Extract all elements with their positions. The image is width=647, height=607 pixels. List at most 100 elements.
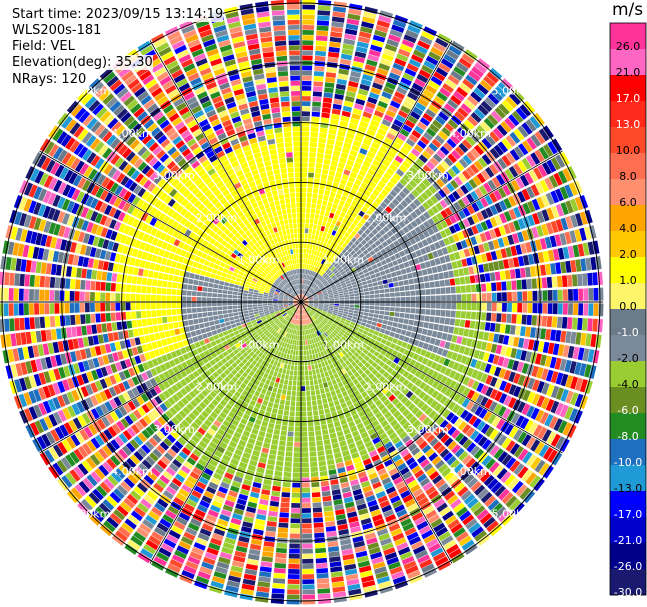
velocity-gate — [295, 406, 301, 412]
velocity-gate — [308, 304, 314, 307]
velocity-gate — [427, 368, 435, 377]
velocity-gate — [555, 154, 566, 168]
velocity-gate — [369, 348, 376, 354]
velocity-gate — [287, 436, 294, 442]
velocity-gate — [582, 318, 588, 331]
velocity-gate — [386, 359, 393, 366]
velocity-gate — [381, 241, 389, 248]
velocity-gate — [541, 223, 549, 236]
velocity-gate — [303, 303, 309, 306]
velocity-gate — [517, 125, 529, 138]
velocity-gate — [331, 379, 337, 385]
velocity-gate — [231, 323, 237, 329]
velocity-gate — [290, 349, 294, 355]
velocity-gate — [325, 449, 333, 455]
velocity-gate — [307, 177, 314, 183]
velocity-gate — [511, 280, 517, 290]
velocity-gate — [268, 510, 278, 517]
velocity-gate — [336, 244, 342, 251]
velocity-gate — [309, 218, 314, 224]
velocity-gate — [322, 327, 327, 332]
velocity-gate — [286, 369, 290, 375]
velocity-gate — [568, 303, 573, 315]
velocity-gate — [293, 447, 301, 452]
velocity-gate — [333, 336, 339, 342]
velocity-gate — [349, 307, 355, 311]
velocity-gate — [314, 420, 320, 426]
velocity-gate — [487, 93, 500, 105]
velocity-gate — [446, 262, 453, 270]
velocity-gate — [413, 320, 419, 327]
velocity-gate — [263, 479, 272, 486]
velocity-gate — [456, 61, 469, 73]
velocity-gate — [397, 359, 405, 367]
velocity-gate — [318, 215, 324, 221]
velocity-gate — [339, 295, 344, 298]
velocity-gate — [484, 230, 492, 241]
velocity-gate — [347, 13, 361, 21]
velocity-gate — [448, 360, 455, 369]
velocity-gate — [334, 452, 342, 459]
velocity-gate — [352, 316, 358, 320]
velocity-gate — [333, 399, 340, 406]
velocity-gate — [466, 400, 475, 411]
velocity-gate — [545, 369, 554, 382]
velocity-gate — [528, 169, 539, 182]
velocity-gate — [422, 430, 432, 440]
velocity-gate — [303, 258, 306, 264]
velocity-gate — [325, 255, 330, 261]
velocity-gate — [328, 251, 333, 257]
velocity-gate — [318, 455, 326, 462]
velocity-gate — [281, 389, 287, 395]
velocity-gate — [323, 308, 328, 311]
velocity-gate — [349, 299, 355, 302]
velocity-gate — [348, 342, 355, 348]
velocity-gate — [309, 311, 313, 316]
velocity-gate — [541, 382, 550, 395]
velocity-gate — [572, 346, 580, 360]
velocity-gate — [458, 250, 466, 259]
velocity-gate — [338, 240, 345, 246]
velocity-gate — [389, 163, 398, 172]
velocity-gate — [541, 397, 550, 410]
velocity-gate — [331, 186, 338, 193]
velocity-gate — [323, 294, 329, 297]
velocity-gate — [329, 432, 337, 439]
velocity-gate — [266, 427, 274, 434]
velocity-gate — [494, 227, 502, 238]
velocity-gate — [446, 49, 459, 60]
velocity-gate — [298, 345, 301, 351]
velocity-gate — [331, 155, 340, 162]
velocity-gate — [429, 157, 439, 167]
velocity-gate — [349, 76, 360, 83]
velocity-gate — [337, 324, 343, 329]
velocity-gate — [394, 155, 404, 164]
velocity-gate — [342, 218, 348, 225]
velocity-gate — [293, 370, 298, 376]
velocity-gate — [420, 308, 426, 315]
velocity-gate — [503, 369, 511, 381]
velocity-gate — [314, 55, 326, 62]
velocity-gate — [325, 376, 331, 382]
velocity-gate — [487, 499, 500, 511]
velocity-gate — [403, 34, 417, 44]
velocity-gate — [423, 322, 429, 329]
velocity-gate — [359, 274, 365, 279]
velocity-gate — [512, 502, 525, 515]
velocity-gate — [548, 416, 559, 429]
velocity-gate — [355, 46, 368, 54]
velocity-gate — [302, 558, 314, 564]
velocity-gate — [404, 399, 412, 408]
velocity-gate — [384, 268, 391, 274]
velocity-gate — [473, 160, 484, 171]
velocity-gate — [490, 481, 503, 494]
velocity-gate — [323, 318, 328, 323]
velocity-gate — [575, 213, 583, 227]
velocity-gate — [429, 316, 435, 323]
velocity-gate — [542, 429, 552, 442]
velocity-gate — [341, 284, 347, 289]
velocity-gate — [471, 202, 480, 213]
velocity-gate — [374, 340, 381, 347]
velocity-gate — [544, 414, 554, 427]
velocity-gate — [393, 207, 401, 215]
